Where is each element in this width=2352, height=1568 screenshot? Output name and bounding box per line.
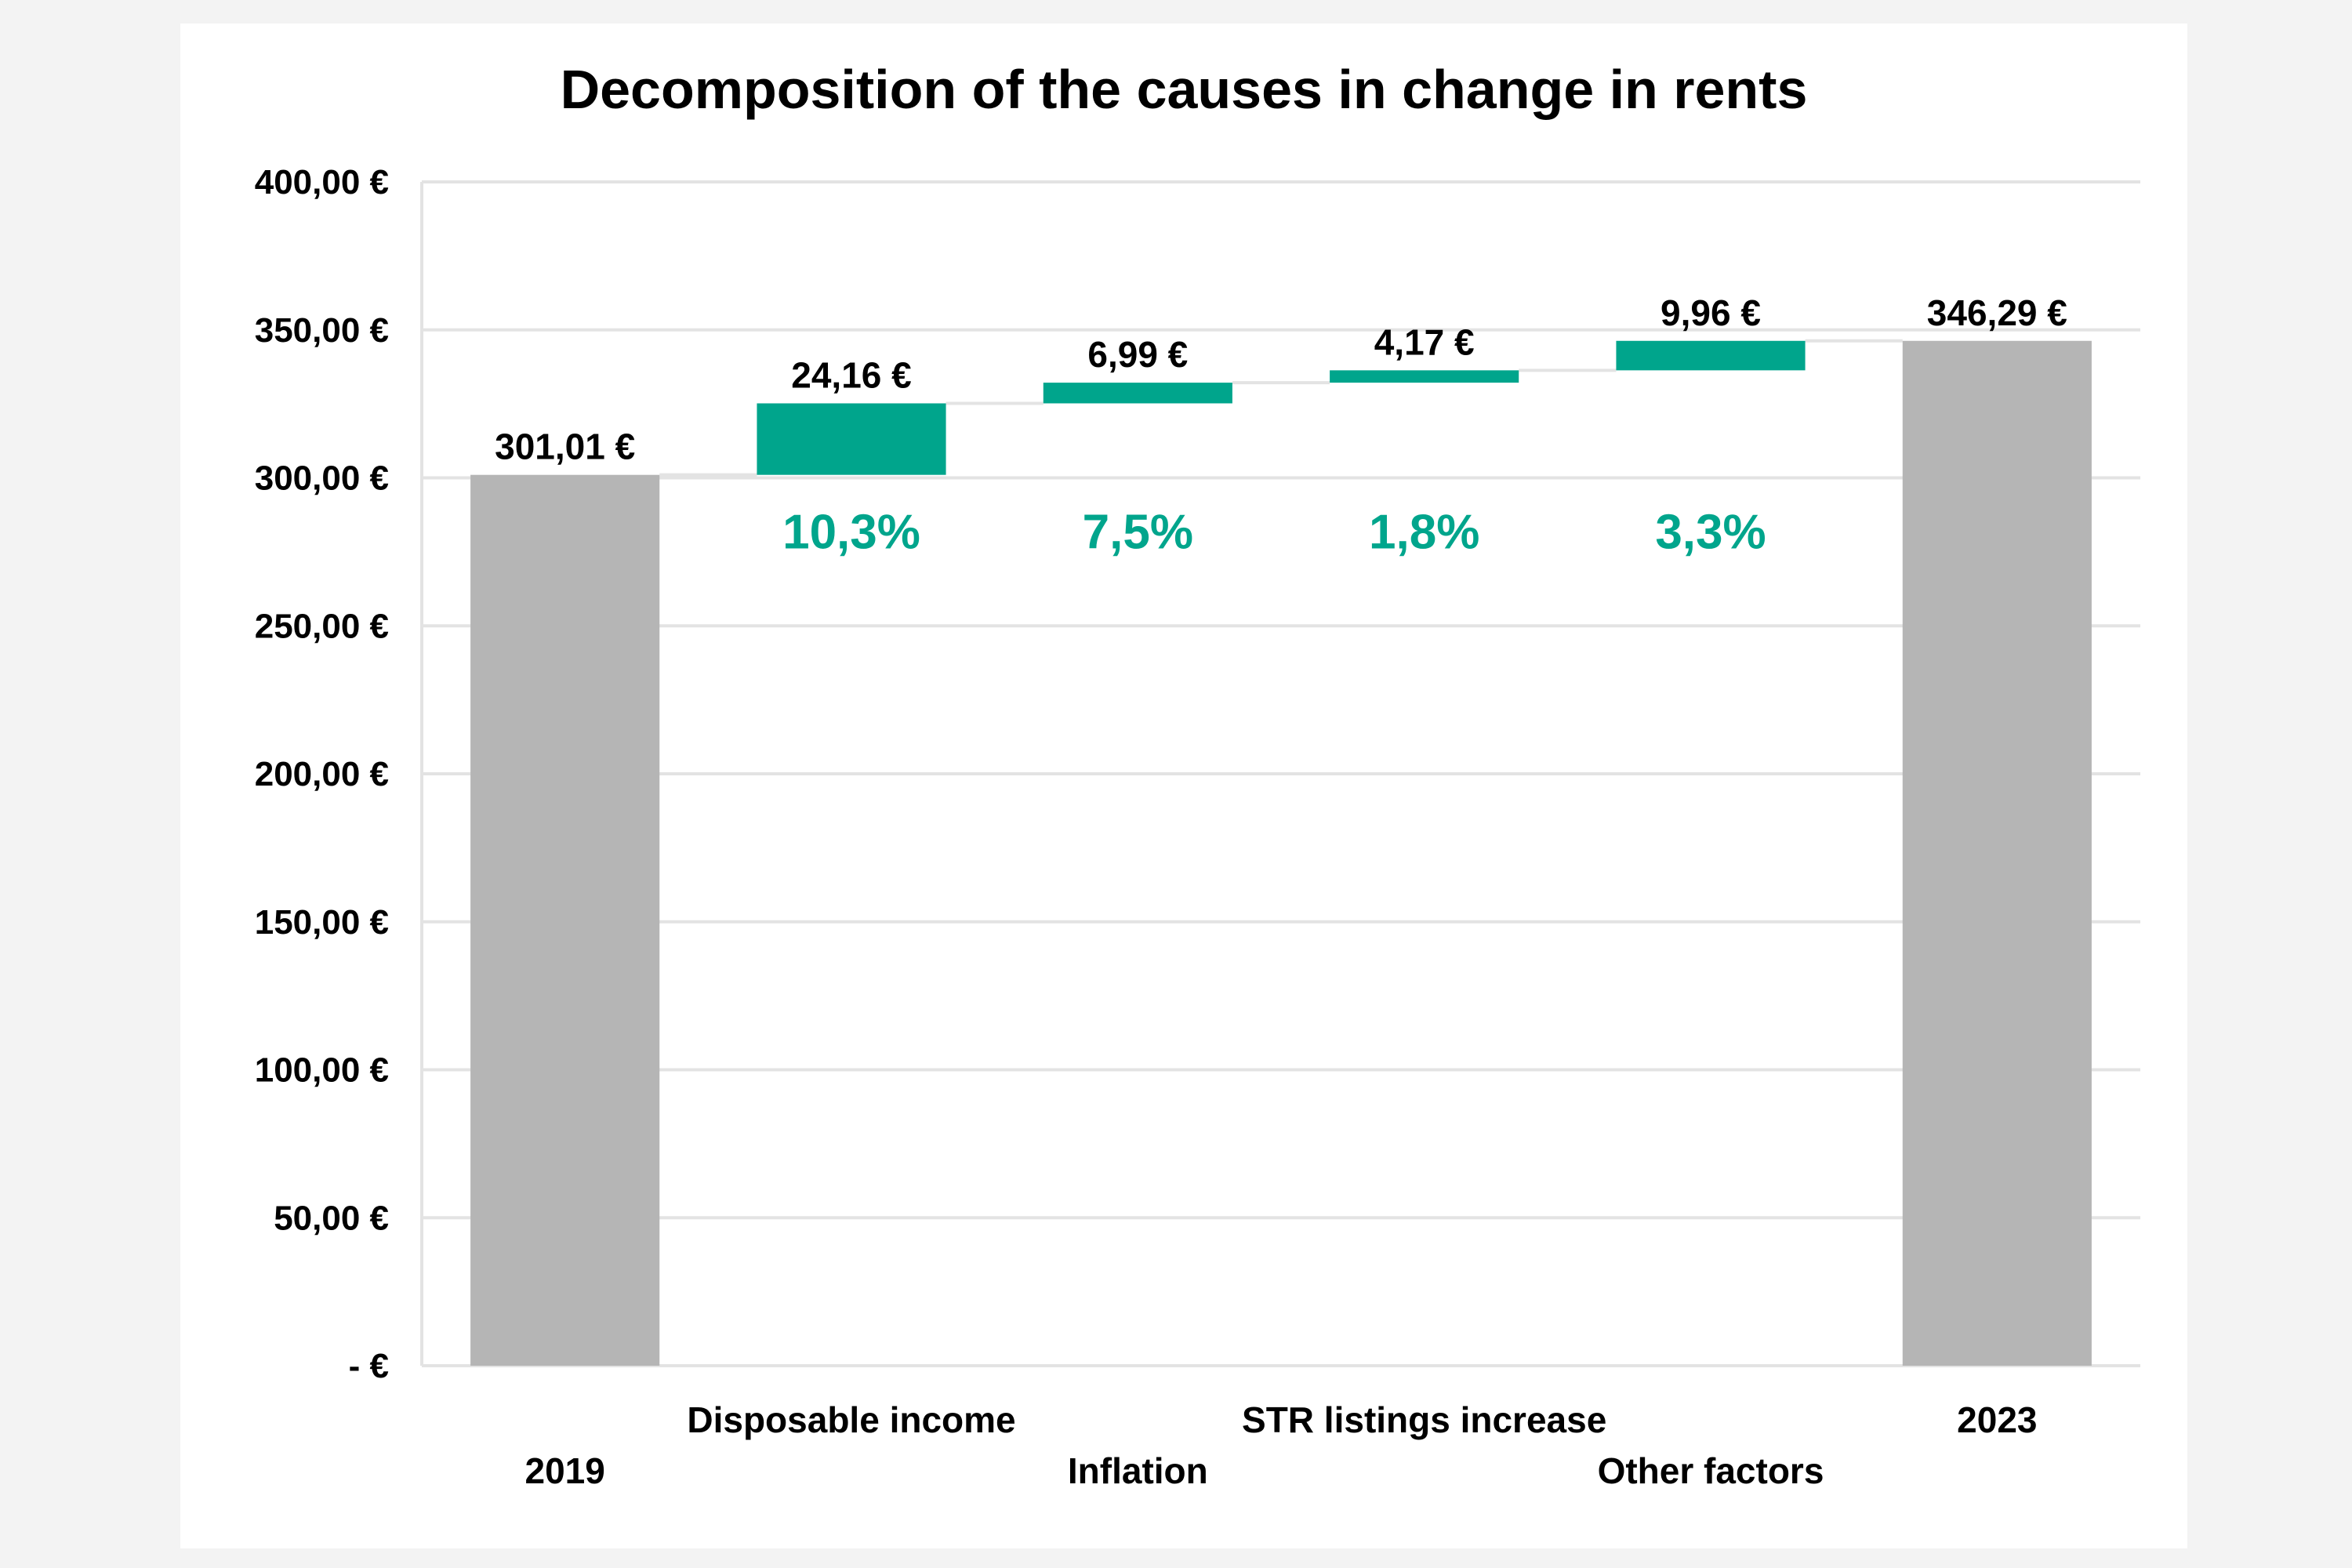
x-label-other-factors: Other factors <box>1598 1450 1824 1491</box>
y-tick-label: 150,00 € <box>255 903 389 942</box>
value-label-2019: 301,01 € <box>495 426 635 467</box>
bar-str-listings-increase <box>1330 370 1519 383</box>
gridlines <box>420 180 2140 1367</box>
y-tick-label: 200,00 € <box>255 755 389 793</box>
bar-other-factors <box>1616 340 1806 371</box>
y-tick-label: 250,00 € <box>255 607 389 645</box>
value-label-inflation: 6,99 € <box>1087 334 1188 375</box>
data-labels: 301,01 € 24,16 € 10,3% 6,99 € 7,5% 4,17 € 1,8%… <box>495 292 2067 560</box>
x-label-2019: 2019 <box>524 1450 604 1491</box>
x-label-disposable-income: Disposable income <box>687 1399 1015 1440</box>
connectors <box>659 339 1903 477</box>
y-tick-label: 350,00 € <box>255 311 389 350</box>
y-tick-label: 100,00 € <box>255 1051 389 1090</box>
waterfall-chart: Decomposition of the causes in change in… <box>255 59 2140 1491</box>
x-label-inflation: Inflation <box>1068 1450 1208 1491</box>
bar-inflation <box>1043 383 1232 404</box>
percent-label-other-factors: 3,3% <box>1655 506 1766 560</box>
percent-label-inflation: 7,5% <box>1083 506 1193 560</box>
y-axis-ticks: - € 50,00 € 100,00 € 150,00 € 200,00 € 250,00… <box>255 163 389 1385</box>
y-tick-label: 300,00 € <box>255 459 389 498</box>
x-label-str-listings-increase: STR listings increase <box>1242 1399 1606 1440</box>
x-label-2023: 2023 <box>1957 1399 2037 1440</box>
percent-label-disposable-income: 10,3% <box>782 506 920 560</box>
chart-card: Decomposition of the causes in change in… <box>180 24 2187 1548</box>
y-tick-label: 400,00 € <box>255 163 389 201</box>
percent-label-str-listings-increase: 1,8% <box>1369 506 1479 560</box>
x-axis-labels: 2019 Disposable income Inflation STR listin… <box>524 1399 2037 1491</box>
bar-2019 <box>470 474 660 1366</box>
value-label-str-listings-increase: 4,17 € <box>1374 321 1475 362</box>
value-label-2023: 346,29 € <box>1927 292 2067 333</box>
y-tick-label: - € <box>349 1347 389 1385</box>
y-tick-label: 50,00 € <box>274 1199 389 1237</box>
bar-2023 <box>1902 340 2092 1366</box>
bar-disposable-income <box>757 403 946 475</box>
bars <box>470 340 2092 1366</box>
value-label-disposable-income: 24,16 € <box>791 354 911 395</box>
chart-title: Decomposition of the causes in change in… <box>561 59 1808 120</box>
value-label-other-factors: 9,96 € <box>1661 292 1761 333</box>
